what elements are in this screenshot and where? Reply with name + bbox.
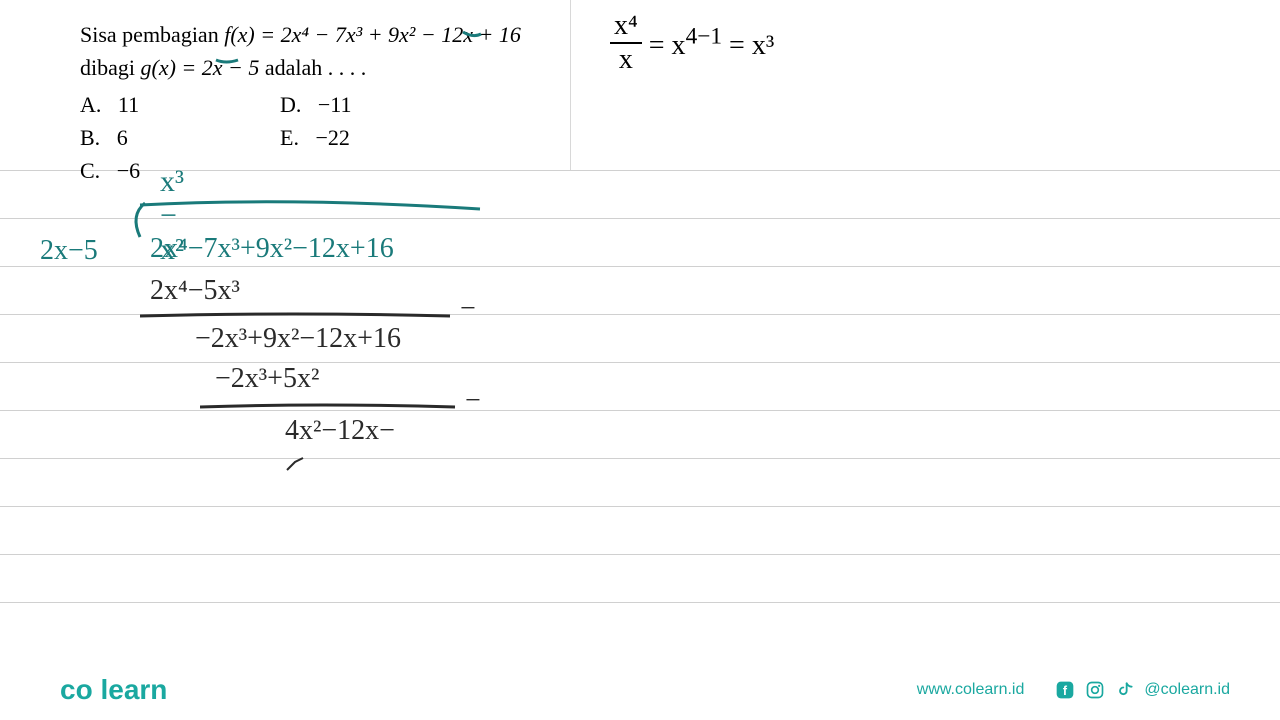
divisor: 2x−5 xyxy=(40,235,98,267)
remainder1: −2x³+9x²−12x+16 xyxy=(195,323,401,355)
problem-prefix-1: Sisa pembagian xyxy=(80,22,224,47)
problem-gx: g(x) = 2x − 5 xyxy=(141,55,260,80)
brand-logo: co learn xyxy=(60,674,167,706)
option-b: B. 6 xyxy=(80,121,280,154)
options-list: A. 11 D. −11 B. 6 E. −22 C. −6 xyxy=(80,88,1200,187)
facebook-icon: f xyxy=(1054,679,1076,701)
step1: 2x⁴−5x³ xyxy=(150,275,240,307)
minus2: − xyxy=(465,385,481,417)
footer: co learn www.colearn.id f @colearn.id xyxy=(0,660,1280,720)
tiktok-icon xyxy=(1114,679,1136,701)
instagram-icon xyxy=(1084,679,1106,701)
step2: −2x³+5x² xyxy=(215,363,319,395)
footer-url: www.colearn.id xyxy=(917,681,1025,699)
problem-text: Sisa pembagian f(x) = 2x⁴ − 7x³ + 9x² − … xyxy=(80,18,1200,187)
problem-prefix-2: dibagi xyxy=(80,55,141,80)
option-c: C. −6 xyxy=(80,154,280,187)
social-links: f @colearn.id xyxy=(1054,679,1230,701)
remainder2: 4x²−12x− xyxy=(285,415,395,479)
problem-fx: f(x) = 2x⁴ − 7x³ + 9x² − 12x + 16 xyxy=(224,22,521,47)
option-d: D. −11 xyxy=(280,88,430,121)
line2 xyxy=(200,401,460,413)
problem-suffix: adalah . . . . xyxy=(259,55,366,80)
option-a: A. 11 xyxy=(80,88,280,121)
option-e: E. −22 xyxy=(280,121,430,154)
social-handle: @colearn.id xyxy=(1144,681,1230,699)
minus1: − xyxy=(460,293,476,325)
dividend: 2x⁴−7x³+9x²−12x+16 xyxy=(150,233,394,265)
line1 xyxy=(140,310,460,322)
